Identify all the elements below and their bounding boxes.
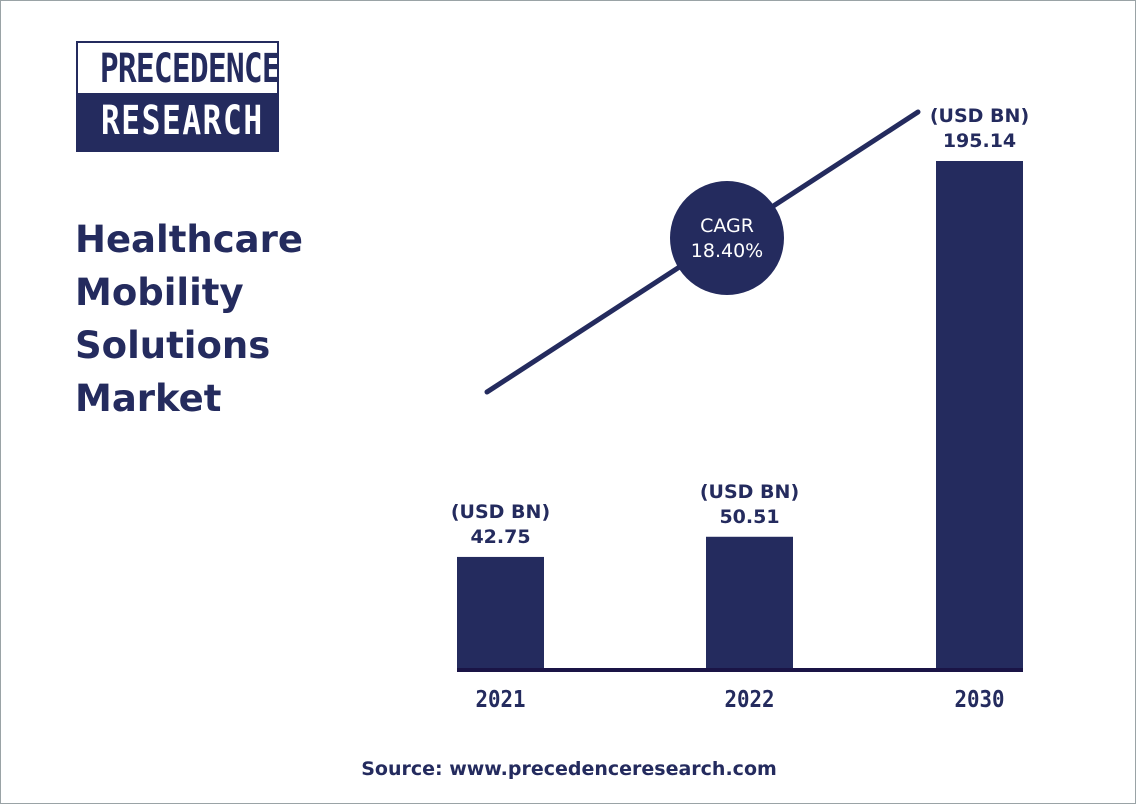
x-tick-2021: 2021 (476, 687, 526, 713)
precedence-research-logo: PRECEDENCE RESEARCH (76, 41, 281, 152)
data-label-2030: 195.14 (943, 130, 1016, 152)
cagr-value: 18.40% (691, 240, 763, 262)
bar-2030 (936, 161, 1023, 668)
title-line-4: Market (75, 377, 222, 420)
cagr-label: CAGR (700, 215, 754, 237)
title-line-3: Solutions (75, 324, 271, 367)
chart-title: Healthcare Mobility Solutions Market (75, 213, 375, 425)
data-unit-label-2021: (USD BN) (451, 501, 550, 523)
logo-line-1: PRECEDENCE (99, 46, 281, 92)
title-line-1: Healthcare (75, 218, 303, 261)
title-line-2: Mobility (75, 271, 244, 314)
data-unit-label-2022: (USD BN) (700, 481, 799, 503)
x-tick-2022: 2022 (725, 687, 775, 713)
data-label-2022: 50.51 (719, 506, 779, 528)
source-note: Source: www.precedenceresearch.com (361, 758, 777, 780)
bar-2021 (457, 556, 544, 668)
data-label-2021: 42.75 (470, 526, 530, 548)
data-unit-label-2030: (USD BN) (930, 105, 1029, 127)
logo-line-2: RESEARCH (78, 93, 277, 150)
logo-line-2-text: RESEARCH (100, 98, 264, 144)
bar-2022 (706, 536, 793, 668)
x-tick-2030: 2030 (955, 687, 1005, 713)
cagr-badge (670, 181, 784, 295)
